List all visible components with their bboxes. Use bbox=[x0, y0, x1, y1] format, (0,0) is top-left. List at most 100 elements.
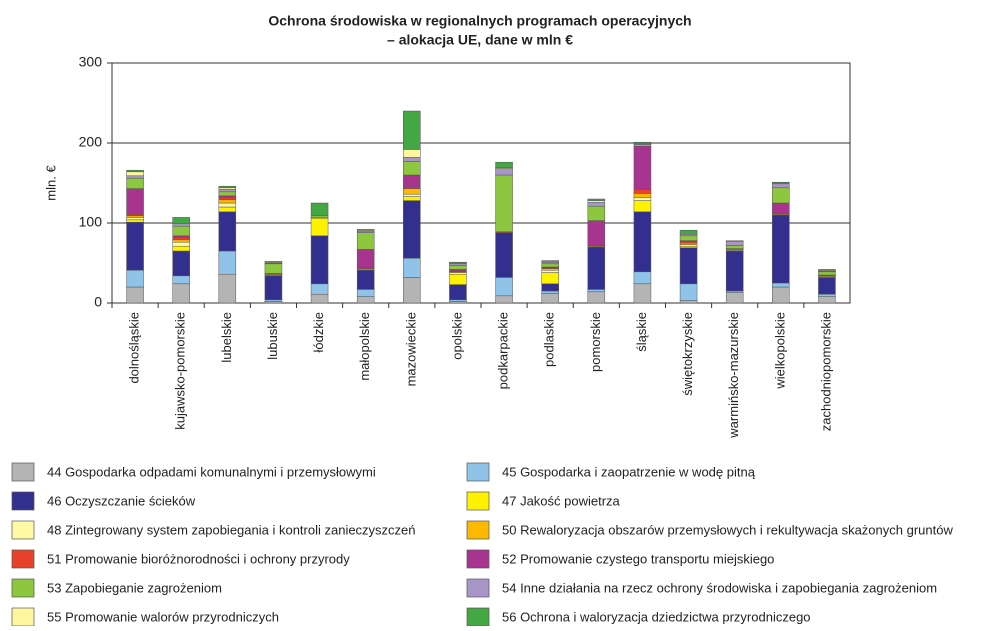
bar-segment bbox=[310, 202, 329, 217]
legend-swatch bbox=[466, 578, 490, 598]
bar-segment bbox=[126, 221, 144, 271]
legend-label: 48 Zintegrowany system zapobiegania i ko… bbox=[47, 522, 416, 537]
bar-segment bbox=[172, 217, 190, 225]
bar-segment bbox=[403, 196, 421, 201]
bar-segment bbox=[679, 247, 698, 285]
bar-segment bbox=[310, 293, 329, 304]
x-tick-label: mazowieckie bbox=[403, 312, 418, 386]
bar-segment bbox=[725, 250, 744, 292]
bar-segment bbox=[218, 191, 237, 197]
bar-segment bbox=[633, 197, 652, 201]
bar-segment bbox=[679, 300, 698, 304]
bar-segment bbox=[126, 169, 144, 173]
bar-segment bbox=[356, 249, 375, 269]
y-tick-label: 0 bbox=[94, 294, 102, 310]
bar-segment bbox=[495, 295, 513, 304]
bar-segment bbox=[818, 293, 836, 297]
bar-segment bbox=[126, 286, 144, 304]
bar-segment bbox=[633, 200, 652, 213]
legend-swatch bbox=[466, 491, 490, 511]
x-tick-label: podlaskie bbox=[542, 312, 557, 367]
bar-segment bbox=[449, 284, 467, 301]
bar-segment bbox=[449, 261, 467, 264]
y-axis-label: mln. € bbox=[43, 165, 58, 201]
x-tick-label: lubuskie bbox=[265, 312, 280, 360]
legend-label: 51 Promowanie bioróżnorodności i ochrony… bbox=[47, 551, 350, 566]
legend-swatch bbox=[466, 462, 490, 482]
bar-segment bbox=[587, 201, 606, 207]
bar-segment bbox=[218, 206, 237, 213]
x-tick-label: wielkopolskie bbox=[772, 312, 787, 390]
x-tick-label: podkarpackie bbox=[496, 312, 511, 389]
bar-segment bbox=[725, 241, 744, 246]
bar-segment bbox=[126, 171, 144, 177]
bar-segment bbox=[218, 211, 237, 252]
bar-segment bbox=[495, 168, 513, 176]
bar-segment bbox=[679, 283, 698, 301]
bar-segment bbox=[172, 239, 190, 243]
y-tick-label: 300 bbox=[79, 54, 103, 70]
x-tick-label: lubelskie bbox=[219, 312, 234, 363]
bar-segment bbox=[218, 273, 237, 304]
bar-segment bbox=[772, 187, 790, 204]
legend-label: 54 Inne działania na rzecz ochrony środo… bbox=[502, 580, 937, 595]
bar-segment bbox=[679, 229, 698, 234]
bar-segment bbox=[264, 263, 283, 274]
bar-segment bbox=[541, 263, 559, 268]
bar-segment bbox=[725, 245, 744, 249]
bar-segment bbox=[772, 183, 790, 189]
x-tick-label: warmińsko-mazurskie bbox=[726, 312, 741, 439]
bar-segment bbox=[264, 261, 283, 263]
legend-label: 46 Oczyszczanie ścieków bbox=[47, 493, 196, 508]
bar-segment bbox=[495, 277, 513, 297]
bar-segment bbox=[772, 286, 790, 304]
legend-swatch bbox=[11, 578, 35, 598]
bar-segment bbox=[772, 282, 790, 288]
y-tick-label: 200 bbox=[79, 134, 103, 150]
bar-segment bbox=[818, 296, 836, 304]
bar-segment bbox=[449, 265, 467, 270]
bar-segment bbox=[218, 250, 237, 275]
x-tick-label: świętokrzyskie bbox=[680, 312, 695, 396]
bar-segment bbox=[725, 240, 744, 242]
bar-segment bbox=[403, 157, 421, 162]
bar-segment bbox=[403, 193, 421, 197]
legend-label: 45 Gospodarka i zaopatrzenie w wodę pitn… bbox=[502, 464, 756, 479]
legend-swatch bbox=[466, 520, 490, 540]
bar-segment bbox=[587, 220, 606, 246]
bar-segment bbox=[403, 149, 421, 158]
bar-segment bbox=[218, 189, 237, 193]
legend-swatch bbox=[11, 491, 35, 511]
bar-segment bbox=[495, 161, 513, 169]
bar-segment bbox=[403, 110, 421, 150]
legend-swatch bbox=[466, 607, 490, 627]
bar-segment bbox=[633, 283, 652, 304]
x-tick-label: pomorskie bbox=[588, 312, 603, 372]
bar-segment bbox=[218, 197, 237, 201]
legend-label: 53 Zapobieganie zagrożeniom bbox=[47, 580, 222, 595]
bar-segment bbox=[126, 177, 144, 189]
bar-segment bbox=[633, 145, 652, 190]
bar-segment bbox=[541, 290, 559, 294]
bar-segment bbox=[818, 277, 836, 295]
bar-segment bbox=[172, 225, 190, 237]
legend-swatch bbox=[11, 520, 35, 540]
bar-segment bbox=[725, 292, 744, 304]
bar-segment bbox=[218, 199, 237, 204]
bar-segment bbox=[403, 200, 421, 259]
bar-segment bbox=[633, 193, 652, 198]
bar-segment bbox=[310, 217, 329, 237]
bar-segment bbox=[356, 229, 375, 231]
bar-segment bbox=[633, 271, 652, 285]
bar-segment bbox=[633, 189, 652, 194]
bar-segment bbox=[356, 232, 375, 250]
legend-label: 47 Jakość powietrza bbox=[502, 493, 621, 508]
bar-segment bbox=[264, 275, 283, 301]
bar-segment bbox=[126, 175, 144, 179]
bar-segment bbox=[633, 141, 652, 144]
bar-segment bbox=[403, 277, 421, 304]
bar-segment bbox=[172, 237, 190, 241]
bar-segment bbox=[679, 235, 698, 241]
bar-segment bbox=[403, 188, 421, 195]
